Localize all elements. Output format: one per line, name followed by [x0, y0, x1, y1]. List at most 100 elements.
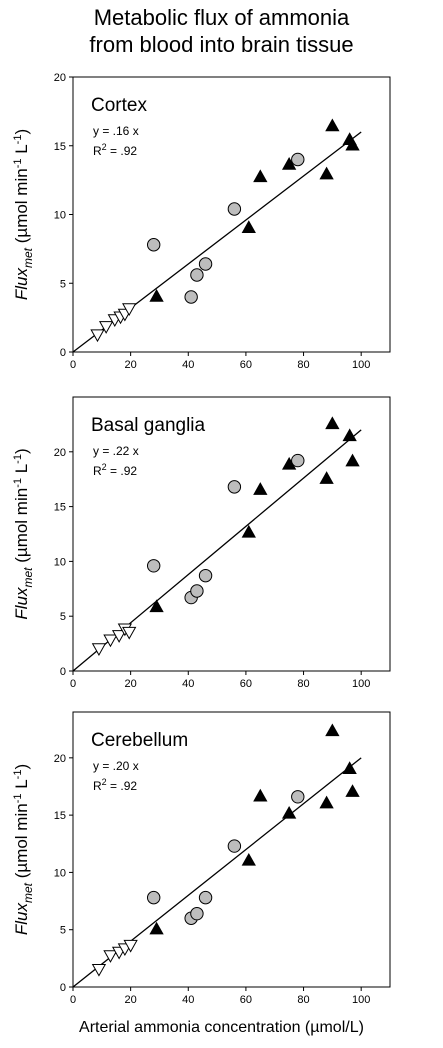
- r-squared-exponent: 2: [102, 462, 107, 472]
- y-label-units: (µmol min: [12, 168, 31, 248]
- data-point-circle: [190, 268, 204, 282]
- y-label-exp-1: -1: [12, 159, 24, 169]
- x-tick-label: 0: [70, 359, 76, 371]
- y-label-exp-2: -1: [12, 770, 24, 780]
- r-squared-value: = .92: [107, 779, 138, 793]
- data-point-triangle-up: [319, 166, 334, 180]
- r-squared-label: R: [93, 464, 102, 478]
- data-point-triangle-up: [149, 599, 164, 613]
- y-label-sub: met: [21, 882, 35, 903]
- y-axis-label: Fluxmet (µmol min-1 L-1): [12, 764, 35, 935]
- panel-name: Cortex: [91, 95, 147, 116]
- y-tick-label: 5: [60, 278, 66, 290]
- y-tick-label: 10: [54, 867, 66, 879]
- x-tick-label: 0: [70, 678, 76, 690]
- y-tick-label: 10: [54, 556, 66, 568]
- data-point-triangle-up: [149, 921, 164, 935]
- x-tick-label: 80: [297, 994, 309, 1006]
- data-point-triangle-down: [90, 329, 105, 343]
- x-tick-label: 40: [182, 994, 194, 1006]
- y-tick-label: 5: [60, 925, 66, 937]
- y-label-units-2: L: [12, 464, 31, 478]
- data-point-triangle-up: [345, 137, 360, 151]
- x-tick-label: 100: [352, 678, 370, 690]
- panel-3: 0 20 40 60 80 100 0 5 10 15 20 Cerebellum y = .20 x R…: [12, 711, 391, 1006]
- fit-equation: y = .22 x: [93, 444, 139, 458]
- y-label-units-2: L: [12, 779, 31, 793]
- y-label-units-2: L: [12, 144, 31, 158]
- panel-1: 0 20 40 60 80 100 0 5 10 15 20 Cortex y = .16 x R2 = …: [12, 72, 391, 371]
- chart-title-line-1: Metabolic flux of ammonia: [93, 5, 350, 30]
- x-tick-label: 100: [352, 359, 370, 371]
- y-tick-label: 20: [54, 753, 66, 765]
- y-label-exp-1: -1: [12, 794, 24, 804]
- x-tick-label: 20: [125, 994, 137, 1006]
- data-point-triangle-up: [281, 156, 297, 170]
- y-axis-label: Fluxmet (µmol min-1 L-1): [12, 129, 35, 300]
- data-point-circle: [146, 559, 161, 573]
- data-point-triangle-up: [281, 805, 297, 819]
- x-tick-label: 80: [297, 359, 309, 371]
- data-point-triangle-up: [281, 456, 297, 470]
- data-point-triangle-up: [325, 723, 340, 737]
- data-point-triangle-down: [123, 939, 138, 953]
- r-squared: R2 = .92: [93, 462, 137, 478]
- data-point-triangle-up: [342, 428, 357, 442]
- data-point-circle: [227, 202, 242, 216]
- data-point-triangle-down: [91, 643, 107, 657]
- y-tick-label: 20: [54, 447, 66, 459]
- data-point-circle: [146, 890, 161, 905]
- data-point-triangle-up: [325, 118, 340, 132]
- fit-equation: y = .16 x: [93, 124, 139, 138]
- r-squared-exponent: 2: [102, 142, 107, 152]
- r-squared-value: = .92: [107, 144, 138, 158]
- y-label-units: (µmol min: [12, 803, 31, 883]
- plot-frame: [72, 396, 391, 672]
- data-point-triangle-down: [98, 321, 114, 334]
- fit-equation: y = .20 x: [93, 759, 139, 773]
- x-tick-label: 40: [182, 678, 194, 690]
- y-label-units-3: ): [12, 764, 31, 770]
- r-squared-value: = .92: [107, 464, 138, 478]
- data-point-triangle-up: [253, 788, 268, 802]
- data-point-circle: [146, 238, 161, 252]
- y-tick-label: 5: [60, 611, 66, 623]
- data-point-triangle-up: [241, 524, 256, 538]
- y-tick-label: 15: [54, 141, 66, 153]
- data-point-triangle-up: [253, 169, 268, 183]
- data-point-circle: [291, 790, 305, 804]
- r-squared: R2 = .92: [93, 142, 137, 158]
- y-tick-label: 15: [54, 502, 66, 514]
- y-label-units-3: ): [12, 448, 31, 454]
- r-squared-label: R: [93, 779, 102, 793]
- panel-name: Cerebellum: [91, 730, 188, 751]
- data-point-circle: [291, 152, 305, 167]
- data-point-triangle-down: [103, 634, 118, 648]
- data-point-circle: [190, 584, 204, 598]
- data-point-circle: [291, 453, 305, 468]
- x-tick-label: 100: [352, 994, 370, 1006]
- y-label-units-3: ): [12, 129, 31, 135]
- y-label-exp-2: -1: [12, 454, 24, 464]
- data-point-circle: [198, 890, 213, 905]
- chart-title-line-2: from blood into brain tissue: [89, 32, 354, 57]
- data-point-triangle-down: [91, 963, 107, 977]
- y-tick-label: 20: [54, 72, 66, 84]
- y-label-units: (µmol min: [12, 488, 31, 568]
- x-tick-label: 0: [70, 994, 76, 1006]
- data-point-triangle-up: [253, 482, 268, 495]
- x-tick-label: 60: [240, 359, 252, 371]
- data-point-triangle-down: [111, 630, 127, 643]
- x-tick-label: 20: [125, 678, 137, 690]
- data-point-circle: [227, 839, 242, 853]
- x-tick-label: 80: [297, 678, 309, 690]
- y-tick-label: 15: [54, 810, 66, 822]
- r-squared-label: R: [93, 144, 102, 158]
- y-label-exp-2: -1: [12, 135, 24, 145]
- y-label-exp-1: -1: [12, 478, 24, 488]
- y-tick-label: 10: [54, 210, 66, 222]
- panel-name: Basal ganglia: [91, 415, 206, 436]
- x-tick-label: 60: [240, 994, 252, 1006]
- chart-title: Metabolic flux of ammonia from blood int…: [0, 4, 443, 58]
